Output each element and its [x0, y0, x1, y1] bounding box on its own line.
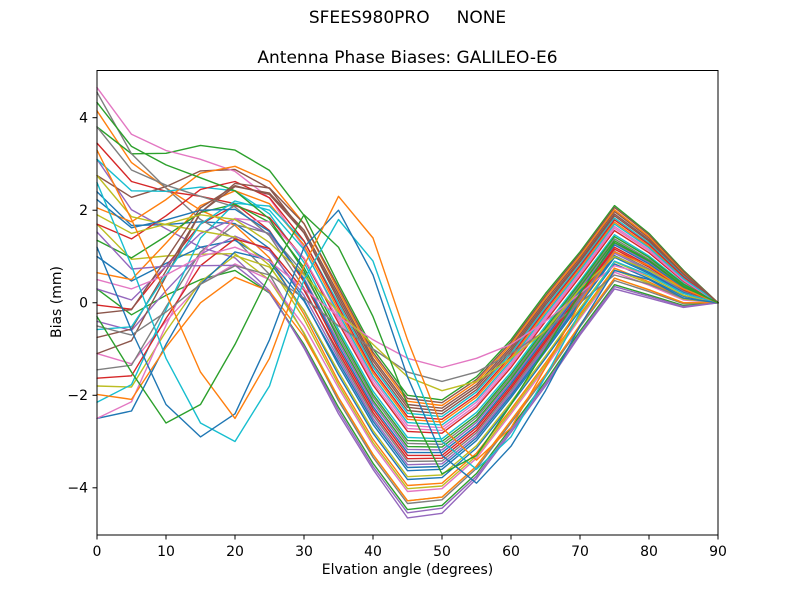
- series-line: [96, 149, 719, 461]
- series-line: [96, 209, 719, 484]
- series-line: [96, 181, 719, 470]
- series-line: [96, 190, 719, 423]
- series-line: [96, 142, 719, 457]
- x-tick-label: 70: [571, 544, 589, 560]
- series-line: [96, 217, 719, 432]
- x-tick-label: 90: [709, 544, 727, 560]
- series-line: [96, 198, 719, 454]
- figure-suptitle: SFEES980PRO NONE: [308, 8, 507, 28]
- x-tick-label: 80: [640, 544, 658, 560]
- x-tick-label: 60: [502, 544, 520, 560]
- series-line: [96, 182, 719, 404]
- series-line: [96, 202, 719, 418]
- x-tick-label: 50: [433, 544, 451, 560]
- chart-title: Antenna Phase Biases: GALILEO-E6: [257, 48, 558, 68]
- series-line: [96, 269, 719, 511]
- series-line: [96, 239, 719, 481]
- x-axis-label: Elvation angle (degrees): [321, 562, 494, 578]
- y-tick-label: 4: [79, 110, 88, 126]
- series-line: [96, 276, 719, 502]
- series-line: [96, 126, 719, 463]
- series-line: [96, 101, 719, 448]
- x-tick-label: 0: [93, 544, 102, 560]
- x-tick-label: 40: [364, 544, 382, 560]
- x-tick-label: 20: [226, 544, 244, 560]
- y-tick-label: 2: [79, 203, 88, 219]
- x-tick-label: 30: [295, 544, 313, 560]
- series-line: [96, 214, 719, 475]
- series-line: [96, 168, 719, 415]
- series-line: [96, 91, 719, 505]
- series-line: [96, 200, 719, 426]
- x-tick-label: 10: [157, 544, 175, 560]
- y-tick-label: −4: [67, 480, 88, 496]
- y-axis-label: Bias (mm): [49, 265, 65, 339]
- series-line: [96, 184, 719, 412]
- y-tick-label: 0: [79, 295, 88, 311]
- series-line: [96, 165, 719, 407]
- series-line: [96, 231, 719, 514]
- series-line: [96, 180, 719, 420]
- series-line: [96, 126, 719, 401]
- series-line: [96, 223, 719, 445]
- series-line: [96, 265, 719, 383]
- series-line: [96, 86, 719, 429]
- y-tick-label: −2: [67, 388, 88, 404]
- series-line: [96, 158, 719, 440]
